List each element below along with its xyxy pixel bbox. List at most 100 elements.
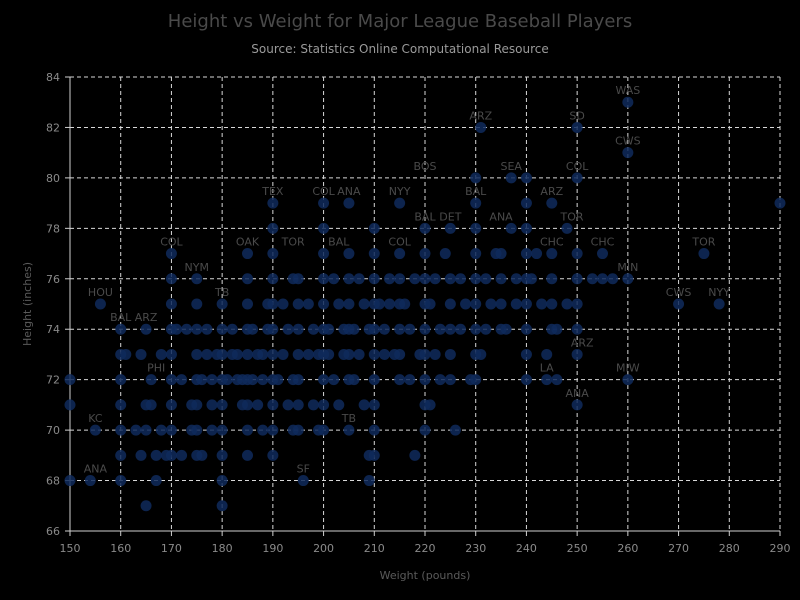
data-point <box>292 323 304 335</box>
data-point <box>328 273 340 285</box>
data-point <box>318 222 330 234</box>
team-label: COL <box>312 185 335 198</box>
data-point <box>267 399 279 411</box>
team-label: HOU <box>88 286 113 299</box>
data-point <box>475 121 487 133</box>
data-point <box>115 475 127 487</box>
data-point <box>292 399 304 411</box>
data-point <box>318 399 330 411</box>
team-label: NYY <box>708 286 730 299</box>
data-point <box>622 147 634 159</box>
data-point <box>449 424 461 436</box>
x-tick-label: 160 <box>110 542 131 555</box>
data-point <box>444 222 456 234</box>
data-point <box>597 273 608 285</box>
data-point <box>510 298 522 310</box>
data-point <box>252 399 264 411</box>
data-point <box>343 348 355 360</box>
team-label: BAL <box>328 236 350 249</box>
team-label: COL <box>566 160 589 173</box>
data-point <box>541 374 553 386</box>
data-point <box>368 273 380 285</box>
y-tick-label: 72 <box>46 374 60 387</box>
data-point <box>520 348 532 360</box>
data-point <box>571 399 583 411</box>
team-label: TOR <box>691 236 715 249</box>
data-point <box>394 323 406 335</box>
data-point <box>307 399 319 411</box>
data-point <box>242 298 253 310</box>
data-point <box>470 248 482 260</box>
data-point <box>120 348 132 360</box>
x-tick-label: 170 <box>161 542 182 555</box>
chart-subtitle: Source: Statistics Online Computational … <box>251 42 548 56</box>
team-label: BOS <box>414 160 437 173</box>
data-point <box>165 424 177 436</box>
data-point <box>368 222 380 234</box>
y-tick-label: 66 <box>46 525 60 538</box>
data-point <box>292 424 304 436</box>
data-point <box>409 273 421 285</box>
data-point <box>444 374 456 386</box>
data-point <box>439 248 451 260</box>
data-point <box>247 323 259 335</box>
data-point <box>216 500 228 512</box>
data-point <box>307 323 319 335</box>
x-tick-label: 200 <box>313 542 334 555</box>
x-tick-label: 220 <box>415 542 436 555</box>
data-point <box>282 323 294 335</box>
data-point <box>216 323 228 335</box>
data-point <box>191 348 203 360</box>
data-point <box>191 273 203 285</box>
team-label: ARZ <box>135 311 158 324</box>
data-point <box>378 323 390 335</box>
data-point <box>216 424 228 436</box>
y-tick-label: 80 <box>46 172 60 185</box>
data-point <box>206 399 218 411</box>
data-point <box>419 222 431 234</box>
data-points <box>64 96 786 512</box>
data-point <box>196 374 208 386</box>
data-point <box>520 197 532 209</box>
data-point <box>292 374 304 386</box>
x-tick-label: 180 <box>212 542 233 555</box>
team-label: TB <box>341 412 356 425</box>
data-point <box>358 399 370 411</box>
data-point <box>176 449 188 461</box>
y-tick-label: 76 <box>46 273 60 286</box>
data-point <box>394 273 406 285</box>
data-point <box>115 374 127 386</box>
data-point <box>115 424 127 436</box>
x-tick-label: 290 <box>770 542 791 555</box>
data-point <box>500 323 512 335</box>
team-label: COL <box>160 236 183 249</box>
data-point <box>434 374 446 386</box>
data-point <box>140 424 152 436</box>
data-point <box>242 449 253 461</box>
data-point <box>368 348 380 360</box>
data-point <box>348 323 360 335</box>
data-point <box>409 449 421 461</box>
data-point <box>520 248 532 260</box>
data-point <box>480 323 492 335</box>
data-point <box>622 96 634 108</box>
chart-title: Height vs Weight for Major League Baseba… <box>168 11 632 32</box>
data-point <box>353 348 365 360</box>
data-point <box>267 323 279 335</box>
team-label: COL <box>388 236 411 249</box>
data-point <box>520 172 532 184</box>
data-point <box>546 248 558 260</box>
data-point <box>297 475 309 487</box>
data-point <box>231 348 243 360</box>
data-point <box>495 248 507 260</box>
team-label: ANA <box>566 387 590 400</box>
data-point <box>571 172 583 184</box>
data-point <box>140 500 152 512</box>
team-label: SF <box>297 463 310 476</box>
data-point <box>470 374 482 386</box>
data-point <box>257 348 269 360</box>
data-point <box>419 273 431 285</box>
data-point <box>171 323 182 335</box>
data-point <box>368 399 380 411</box>
